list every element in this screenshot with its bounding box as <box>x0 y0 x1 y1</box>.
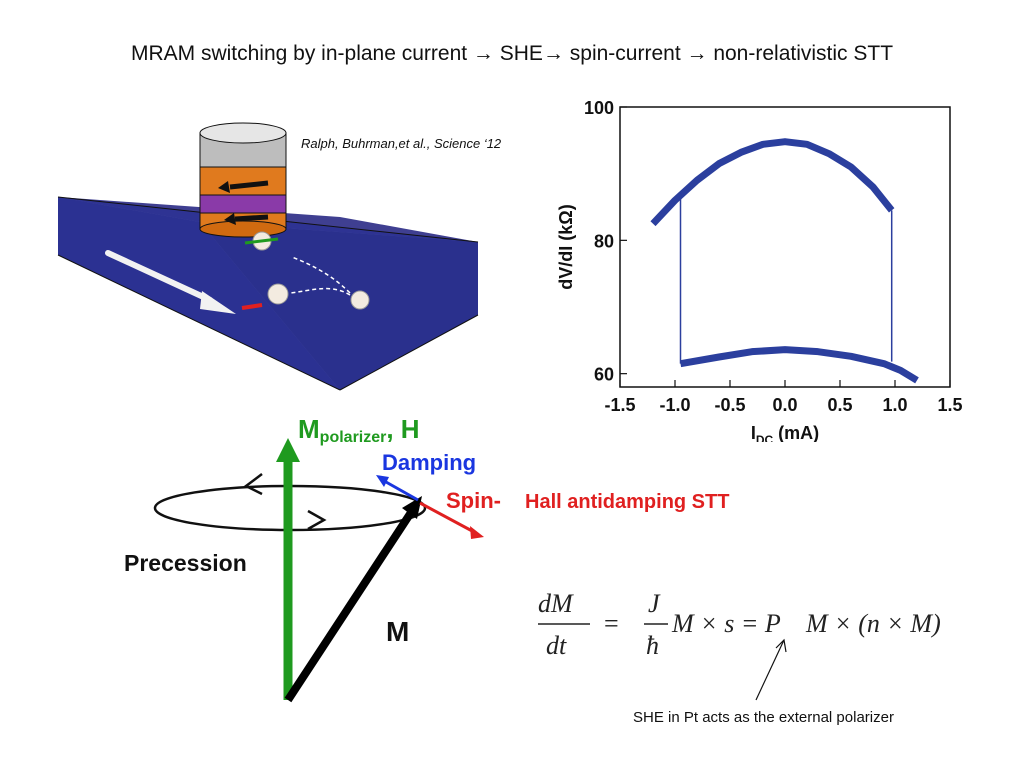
stack-icon <box>199 122 287 238</box>
x-axis-label-unit: (mA) <box>773 423 819 442</box>
resistance-branch-1 <box>650 138 895 227</box>
orbit-arrow-right-icon <box>307 509 327 531</box>
m-polarizer-arrowhead-icon <box>276 438 300 462</box>
x-axis-label: IDC (mA) <box>751 423 819 442</box>
x-tick-label: 1.0 <box>882 395 907 415</box>
y-tick-label: 60 <box>594 365 614 385</box>
x-tick-label: -1.5 <box>604 395 635 415</box>
eq-rhs1-denominator: ħ <box>646 631 659 660</box>
pointer-line <box>755 638 787 701</box>
eq-rhs2-tail: M × (n × M) <box>805 609 941 638</box>
precession-label: Precession <box>124 550 247 576</box>
m-polarizer-main: M <box>298 414 320 444</box>
vector-diagram: Mpolarizer, H Damping Spin- Precession M <box>124 414 501 703</box>
y-tick-label: 80 <box>594 231 614 251</box>
current-arrow-icon <box>105 250 236 314</box>
resistance-chart: -1.5 -1.0 -0.5 0.0 0.5 1.0 1.5 60 80 100 dV/dI (… <box>556 98 963 442</box>
stt-arrow <box>419 501 475 534</box>
eq-rhs1-numerator: J <box>648 589 661 618</box>
spin-ball-icon <box>241 231 370 310</box>
x-axis-label-sub: DC <box>756 433 774 442</box>
eq-equals: = <box>604 609 619 638</box>
x-axis-label-main: I <box>751 423 756 442</box>
damping-arrow <box>385 480 419 502</box>
eq-lhs-denominator: dt <box>546 631 567 660</box>
device-illustration <box>57 122 479 391</box>
x-tick-label: -1.0 <box>659 395 690 415</box>
damping-label: Damping <box>382 450 476 475</box>
eq-rhs1-tail: M × s = P <box>671 609 781 638</box>
orbit-arrow-left-icon <box>243 473 263 496</box>
damping-arrowhead-icon <box>376 475 389 487</box>
x-tick-label: -0.5 <box>714 395 745 415</box>
she-antidamping-label: Hall antidamping STT <box>525 491 730 513</box>
m-arrowhead-icon <box>402 496 422 519</box>
m-polarizer-subscript: polarizer <box>320 429 387 446</box>
x-tick-label: 0.5 <box>827 395 852 415</box>
slide-title: MRAM switching by in-plane current → SHE… <box>130 42 894 65</box>
llg-equation: dM dt = J ħ M × s = P M × (n × M) <box>538 589 941 660</box>
plot-frame <box>619 106 951 388</box>
y-axis-label: dV/dI (kΩ) <box>556 204 576 289</box>
resistance-branch-2 <box>679 346 919 384</box>
m-label: M <box>386 616 409 647</box>
stt-arrowhead-icon <box>470 526 484 539</box>
eq-lhs-numerator: dM <box>538 589 574 618</box>
she-note: SHE in Pt acts as the external polarizer <box>633 709 894 726</box>
m-polarizer-suffix: , H <box>386 414 419 444</box>
m-arrow <box>284 508 416 703</box>
spin-label: Spin- <box>446 488 501 513</box>
m-polarizer-label: Mpolarizer, H <box>298 414 420 446</box>
x-tick-label: 0.0 <box>772 395 797 415</box>
citation: Ralph, Buhrman,et al., Science ‘12 <box>301 136 502 151</box>
y-tick-label: 100 <box>584 98 614 118</box>
x-tick-label: 1.5 <box>937 395 962 415</box>
